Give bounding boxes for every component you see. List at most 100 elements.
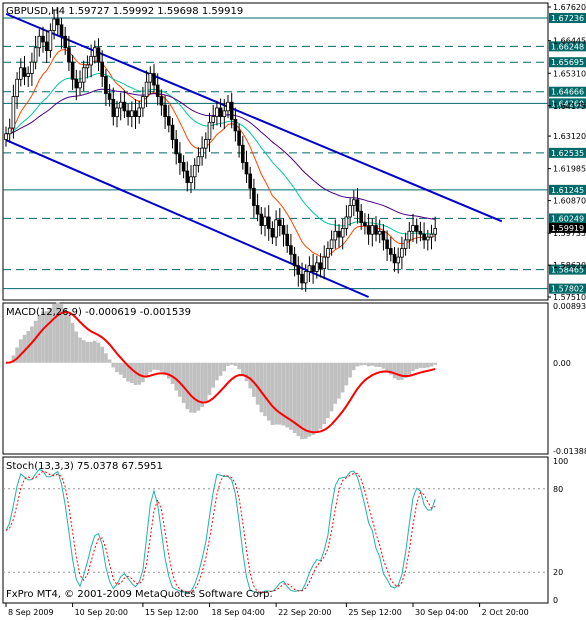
macd-bar: [89, 341, 93, 363]
macd-bar: [326, 362, 330, 419]
candle-body: [70, 61, 75, 80]
macd-bar: [407, 362, 412, 375]
candle-body: [67, 47, 71, 63]
macd-bar: [329, 362, 334, 412]
macd-bar: [15, 347, 19, 363]
macd-bar: [189, 362, 193, 413]
level-tag: [549, 98, 586, 109]
macd-bar: [152, 362, 156, 370]
macd-bar: [422, 362, 426, 368]
macd-bar: [11, 355, 16, 363]
time-tick-label: 10 Sep 20:00: [75, 608, 128, 617]
macd-bar: [174, 362, 178, 391]
macd-bar: [322, 362, 326, 425]
level-tag: [549, 264, 586, 275]
candle-body: [196, 156, 201, 166]
macd-bar: [318, 362, 323, 429]
macd-bar: [93, 340, 97, 363]
candle-body: [329, 239, 334, 249]
candle-body: [307, 265, 312, 272]
macd-bar: [352, 362, 356, 371]
macd-bar: [74, 331, 79, 363]
candle-body: [385, 239, 389, 249]
candle-body: [48, 30, 53, 52]
price-tick-label: 1.61985: [553, 165, 586, 174]
price-series: 1.67236 1.66248 1.65695 1.64666 1.64260 1.625…: [3, 7, 586, 298]
candle-body: [7, 127, 12, 135]
candle-body: [18, 67, 23, 80]
macd-bar: [70, 322, 75, 363]
stochastic-panel[interactable]: [2, 456, 549, 604]
level-tag-label: 1.64260: [551, 99, 584, 108]
candle-body: [192, 164, 197, 178]
candle-body: [433, 228, 437, 235]
candle-body: [429, 233, 434, 238]
candle-body: [403, 239, 408, 249]
candle-body: [270, 228, 275, 238]
candle-body: [104, 76, 108, 95]
macd-bar: [241, 362, 245, 375]
macd-bar: [133, 362, 138, 385]
macd-bar: [315, 362, 319, 432]
price-tick-label: 1.59735: [553, 229, 586, 238]
macd-bar: [400, 362, 404, 380]
level-tag: [549, 41, 586, 52]
price-tick-label: 1.65310: [553, 69, 586, 78]
macd-bar: [389, 362, 393, 375]
level-tag-label: 1.57802: [551, 285, 584, 294]
candle-body: [200, 147, 204, 158]
level-tag-label: 1.66248: [551, 42, 584, 51]
candle-body: [78, 81, 82, 89]
candle-body: [377, 230, 382, 235]
macd-bar: [115, 362, 119, 373]
macd-bar: [222, 362, 227, 372]
level-tag-label: 1.62535: [551, 149, 584, 158]
current-price-tag: [549, 222, 586, 233]
macd-bar: [359, 362, 363, 366]
price-tick-label: 1.63120: [553, 132, 586, 141]
current-price-label: 1.59919: [551, 224, 584, 233]
candle-body: [303, 271, 308, 284]
candle-body: [59, 24, 64, 37]
macd-bar: [289, 362, 293, 430]
macd-bar: [63, 308, 67, 363]
candle-body: [107, 93, 112, 100]
candle-body: [26, 73, 30, 77]
macd-bar: [255, 362, 260, 405]
macd-bar: [266, 362, 271, 421]
candle-body: [174, 139, 179, 155]
candle-body: [344, 216, 349, 229]
candle-body: [63, 35, 67, 49]
macd-bar: [403, 362, 408, 378]
price-tick-label: 1.57510: [553, 293, 586, 302]
candle-body: [348, 205, 352, 218]
candle-body: [30, 61, 34, 74]
macd-bar: [215, 362, 219, 381]
candle-body: [226, 101, 230, 112]
candle-body: [81, 67, 86, 83]
macd-bar: [104, 353, 108, 363]
price-tick-label: 1.66445: [553, 37, 586, 46]
macd-bar: [159, 362, 164, 372]
macd-bar: [155, 362, 160, 371]
candle-body: [11, 96, 16, 129]
macd-bar: [433, 362, 437, 365]
macd-bar: [33, 320, 38, 363]
candle-body: [366, 225, 371, 235]
stoch-tick-label: 20: [553, 568, 563, 577]
level-tag-label: 1.64666: [551, 88, 584, 97]
macd-bar: [178, 362, 182, 397]
macd-bar: [148, 362, 153, 373]
candle-body: [144, 81, 149, 97]
candle-body: [281, 225, 286, 235]
macd-bar: [226, 362, 230, 366]
stoch-signal-line: [5, 470, 436, 594]
time-tick-label: 22 Sep 20:00: [278, 608, 331, 617]
candle-body: [248, 173, 253, 189]
macd-bar: [192, 362, 197, 413]
candle-body: [126, 110, 130, 117]
candle-body: [141, 96, 145, 109]
price-tick-label: 1.67620: [553, 3, 586, 12]
macd-bar: [196, 362, 201, 411]
candle-body: [400, 248, 404, 258]
